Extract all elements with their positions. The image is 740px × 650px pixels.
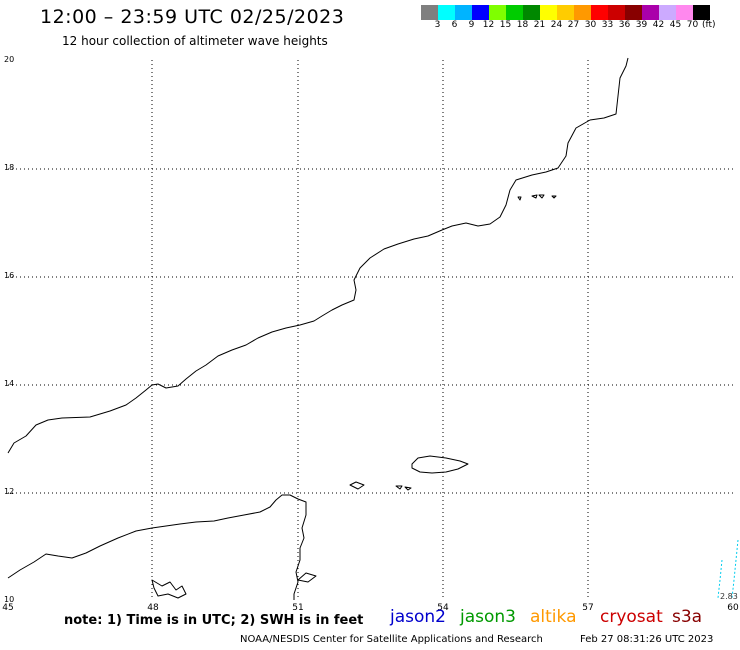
satellite-label: jason2 <box>390 607 446 627</box>
legend-label: 24 <box>550 20 563 30</box>
y-tick-label: 14 <box>4 379 15 388</box>
satellite-label: altika <box>530 607 577 627</box>
x-tick-label: 54 <box>437 603 449 613</box>
legend-swatch <box>455 5 472 20</box>
y-tick-label: 18 <box>4 163 15 172</box>
small-island-3 <box>404 486 412 491</box>
legend-label: 30 <box>584 20 597 30</box>
credit-text: NOAA/NESDIS Center for Satellite Applica… <box>240 634 543 645</box>
legend-label: 3 <box>434 20 441 30</box>
footer-note: note: 1) Time is in UTC; 2) SWH is in fe… <box>64 613 364 628</box>
legend-swatch <box>693 5 710 20</box>
y-tick-label: 20 <box>4 55 15 64</box>
legend-swatch <box>591 5 608 20</box>
somali-peninsula-tip <box>297 572 317 583</box>
legend-label: 36 <box>618 20 631 30</box>
satellite-label: s3a <box>672 607 703 627</box>
y-tick-label: 12 <box>4 487 15 496</box>
legend-label: 21 <box>533 20 546 30</box>
map-gridlines <box>8 60 733 600</box>
legend-label: 15 <box>499 20 512 30</box>
legend-label: 9 <box>468 20 475 30</box>
page-subtitle: 12 hour collection of altimeter wave hei… <box>62 34 328 48</box>
horn-of-africa-coast <box>7 494 307 600</box>
kuria-muria-1 <box>517 196 522 201</box>
legend-label: 42 <box>652 20 665 30</box>
legend-swatch <box>523 5 540 20</box>
legend-swatches <box>421 5 716 20</box>
scribble-patch <box>151 579 187 599</box>
x-tick-label: 57 <box>582 603 594 613</box>
coastlines <box>7 57 629 600</box>
legend-labels: 3 6 9 12 15 18 21 24 27 30 33 36 39 42 45 70 (ft) <box>429 20 716 30</box>
legend-swatch <box>540 5 557 20</box>
legend-label: 18 <box>516 20 529 30</box>
page-title: 12:00 – 23:59 UTC 02/25/2023 <box>40 6 345 28</box>
kuria-muria-2 <box>531 194 538 199</box>
legend-swatch <box>608 5 625 20</box>
generated-timestamp: Feb 27 08:31:26 UTC 2023 <box>580 634 714 645</box>
satellite-label: cryosat <box>600 607 663 627</box>
x-tick-label: 60 <box>727 603 739 613</box>
legend-label: 39 <box>635 20 648 30</box>
legend-unit: (ft) <box>702 20 716 30</box>
legend-label: 12 <box>482 20 495 30</box>
legend-swatch <box>489 5 506 20</box>
legend-label: 33 <box>601 20 614 30</box>
x-tick-label: 48 <box>147 603 159 613</box>
legend-label: 6 <box>451 20 458 30</box>
legend-swatch <box>676 5 693 20</box>
wave-height-legend: 3 6 9 12 15 18 21 24 27 30 33 36 39 42 45 70 (ft) <box>421 5 716 30</box>
kuria-muria-3 <box>538 194 545 199</box>
corner-label: 2.83 <box>720 592 738 601</box>
y-tick-label: 16 <box>4 271 15 280</box>
arabian-coast <box>7 57 629 454</box>
kuria-muria-4 <box>551 195 557 199</box>
legend-swatch <box>659 5 676 20</box>
x-tick-label: 45 <box>2 603 14 613</box>
satellite-label: jason3 <box>460 607 516 627</box>
small-island-1 <box>349 481 365 490</box>
altimeter-track <box>717 539 739 599</box>
legend-swatch <box>506 5 523 20</box>
legend-label: 45 <box>669 20 682 30</box>
legend-swatch <box>557 5 574 20</box>
legend-swatch <box>625 5 642 20</box>
legend-swatch <box>642 5 659 20</box>
socotra-island <box>411 455 469 474</box>
legend-label: 27 <box>567 20 580 30</box>
map-frame <box>8 60 733 600</box>
legend-swatch <box>574 5 591 20</box>
legend-swatch <box>472 5 489 20</box>
x-tick-label: 51 <box>292 603 304 613</box>
legend-swatch <box>438 5 455 20</box>
legend-swatch <box>421 5 438 20</box>
legend-label: 70 <box>686 20 699 30</box>
y-tick-label: 10 <box>4 595 15 604</box>
small-island-2 <box>395 485 403 490</box>
